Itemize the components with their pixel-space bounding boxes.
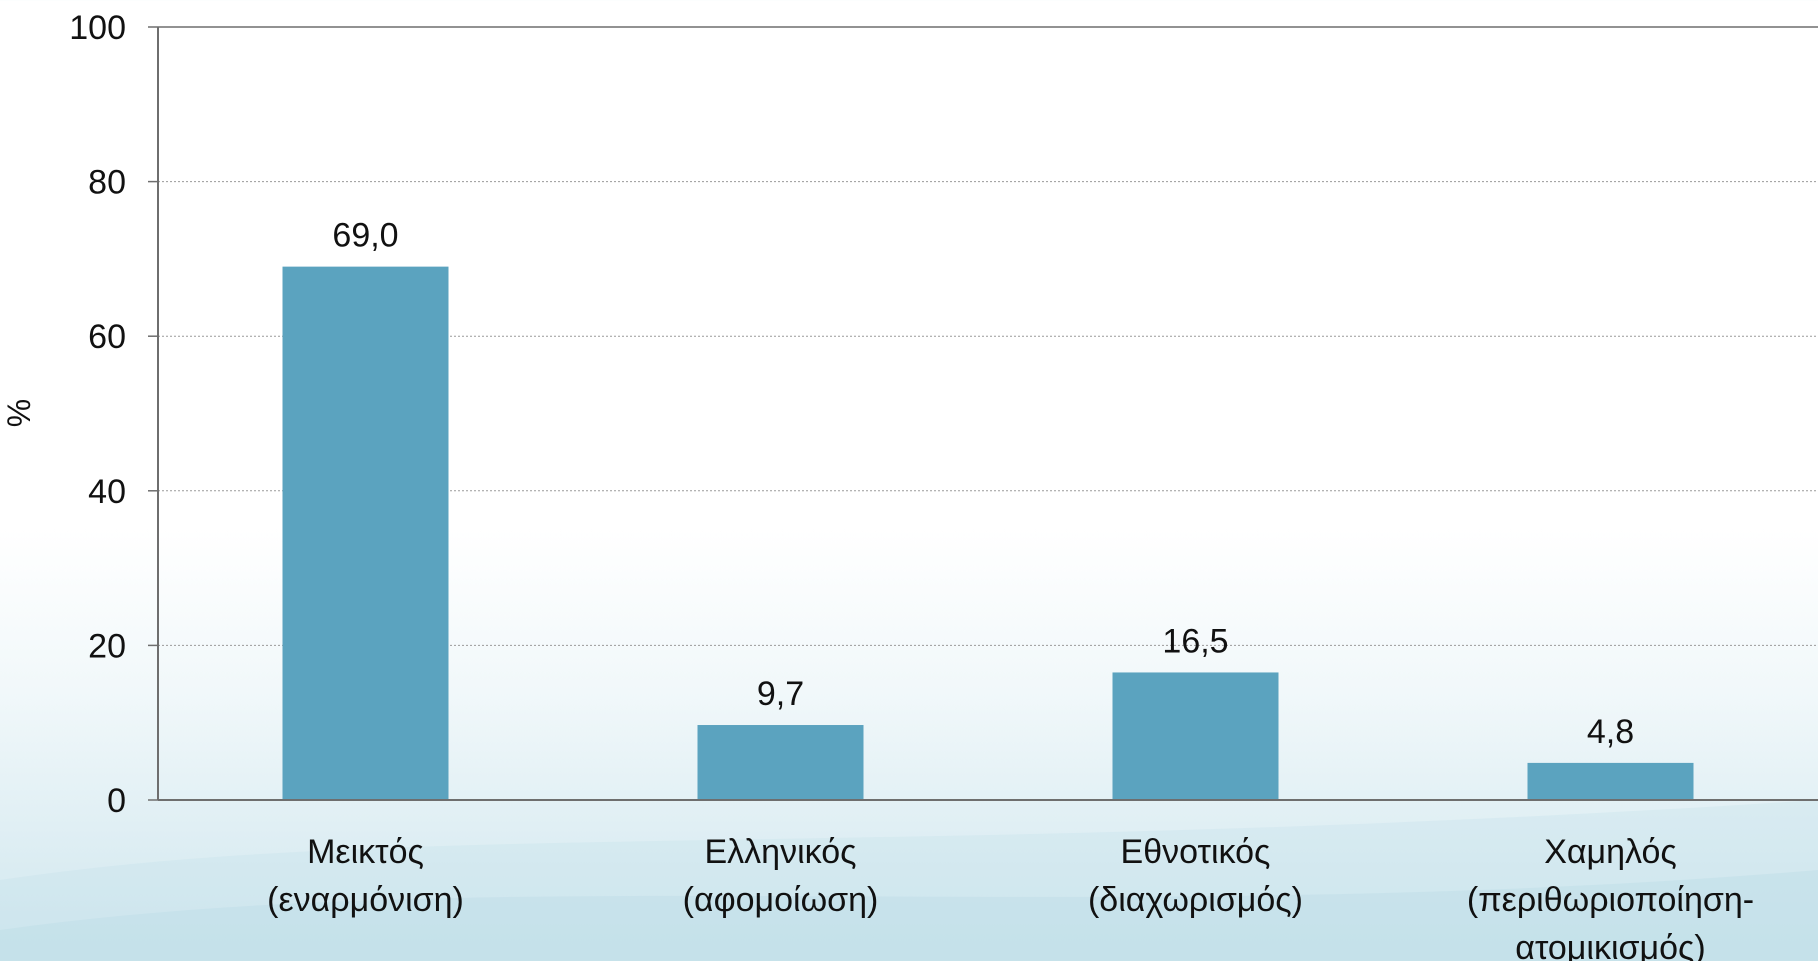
bar bbox=[1528, 763, 1694, 800]
y-tick-label: 60 bbox=[88, 318, 126, 356]
bar bbox=[698, 725, 864, 800]
y-axis-label: % bbox=[1, 399, 37, 427]
x-tick-label-line: (αφομοίωση) bbox=[683, 881, 879, 919]
x-tick-label: Μεικτός (εναρμόνιση) bbox=[267, 833, 464, 919]
x-tick-label-line: (εναρμόνιση) bbox=[267, 881, 464, 919]
x-tick-label-line: Μεικτός bbox=[307, 833, 424, 871]
x-tick-label: Ελληνικός (αφομοίωση) bbox=[683, 833, 879, 919]
x-tick-label-line: Εθνοτικός bbox=[1121, 833, 1271, 871]
y-tick-label: 80 bbox=[88, 164, 126, 202]
bar-value-label: 69,0 bbox=[332, 217, 398, 255]
bar bbox=[283, 267, 449, 800]
bar-value-label: 4,8 bbox=[1587, 713, 1634, 751]
x-tick-label: Χαμηλός (περιθωριοποίηση-ατομικισμός) bbox=[1467, 833, 1754, 961]
x-tick-label-line: (διαχωρισμός) bbox=[1088, 881, 1303, 919]
x-tick-label-line: Χαμηλός bbox=[1544, 833, 1677, 871]
x-tick-label-line: (περιθωριοποίηση- bbox=[1467, 881, 1754, 919]
x-tick-label: Εθνοτικός (διαχωρισμός) bbox=[1088, 833, 1303, 919]
bars bbox=[283, 267, 1694, 800]
bar-value-label: 9,7 bbox=[757, 675, 804, 713]
bar-value-label: 16,5 bbox=[1162, 622, 1228, 660]
bar bbox=[1113, 672, 1279, 800]
y-tick-label: 100 bbox=[69, 9, 126, 47]
y-tick-label: 40 bbox=[88, 473, 126, 511]
y-tick-label: 20 bbox=[88, 627, 126, 665]
x-tick-label-line: Ελληνικός bbox=[704, 833, 856, 871]
y-tick-label: 0 bbox=[107, 782, 126, 820]
x-tick-label-line: ατομικισμός) bbox=[1515, 929, 1705, 961]
